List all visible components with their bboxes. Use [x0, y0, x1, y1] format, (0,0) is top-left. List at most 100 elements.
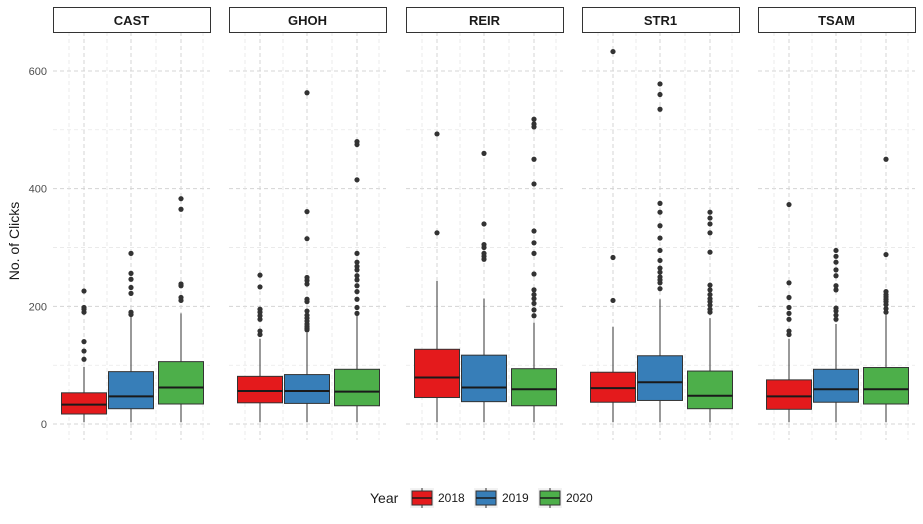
outlier-point: [354, 259, 360, 265]
outlier-point: [354, 296, 360, 302]
outlier-point: [833, 287, 839, 293]
facet-strip: [582, 7, 740, 33]
outlier-point: [833, 283, 839, 289]
legend-label: 2019: [502, 491, 529, 505]
box-body: [414, 348, 460, 399]
y-tick-label: 200: [29, 301, 47, 313]
outlier-point: [81, 339, 87, 345]
outlier-point: [128, 276, 134, 282]
box-body: [284, 374, 330, 404]
outlier-point: [128, 250, 134, 256]
outlier-point: [833, 259, 839, 265]
outlier-point: [883, 289, 889, 295]
outlier-point: [833, 253, 839, 259]
box-body: [687, 370, 733, 410]
outlier-point: [786, 304, 792, 311]
outlier-point: [531, 116, 537, 122]
outlier-point: [354, 273, 360, 279]
outlier-point: [128, 309, 134, 315]
outlier-point: [531, 300, 537, 306]
outlier-point: [531, 291, 537, 298]
facet-strip: [53, 7, 211, 33]
outlier-point: [257, 328, 263, 334]
outlier-point: [81, 288, 87, 294]
outlier-point: [786, 280, 792, 286]
outlier-point: [531, 287, 537, 293]
outlier-point: [657, 209, 663, 215]
outlier-point: [304, 308, 310, 314]
outlier-point: [257, 306, 263, 312]
outlier-point: [883, 251, 889, 258]
legend-item-2018: 2018: [410, 488, 465, 508]
outlier-point: [481, 221, 487, 227]
outlier-point: [304, 90, 310, 96]
outlier-point: [610, 48, 616, 55]
outlier-point: [178, 294, 184, 301]
outlier-point: [883, 306, 889, 312]
outlier-point: [707, 291, 713, 298]
facet-strip: [406, 7, 564, 33]
outlier-point: [610, 297, 616, 304]
box-body: [863, 367, 909, 405]
outlier-point: [354, 177, 360, 183]
facet-strip-label: STR1: [644, 13, 677, 28]
outlier-point: [833, 305, 839, 311]
box-cast-2020: [158, 196, 204, 423]
outlier-point: [178, 281, 184, 287]
outlier-point: [657, 81, 663, 87]
box-body: [461, 354, 507, 403]
outlier-point: [707, 296, 713, 302]
box-ghoh-2020: [334, 139, 380, 423]
box-cast-2018: [61, 288, 107, 423]
box-tsam-2019: [813, 247, 859, 423]
box-reir-2018: [414, 131, 460, 423]
outlier-point: [786, 310, 792, 316]
facet-panel-cast: CAST: [53, 7, 211, 440]
box-reir-2019: [461, 150, 507, 423]
outlier-point: [354, 139, 360, 145]
outlier-point: [786, 294, 792, 301]
outlier-point: [657, 274, 663, 280]
outlier-point: [657, 286, 663, 292]
outlier-point: [531, 240, 537, 246]
outlier-point: [434, 230, 440, 236]
outlier-point: [354, 289, 360, 295]
outlier-point: [707, 282, 713, 288]
outlier-point: [304, 274, 310, 281]
outlier-point: [833, 247, 839, 254]
box-tsam-2018: [766, 201, 812, 423]
outlier-point: [531, 313, 537, 319]
outlier-point: [354, 250, 360, 256]
outlier-point: [883, 156, 889, 162]
facet-strip-label: REIR: [469, 13, 501, 28]
outlier-point: [657, 265, 663, 271]
outlier-point: [531, 228, 537, 234]
legend-item-2019: 2019: [474, 488, 529, 508]
outlier-point: [304, 312, 310, 318]
legend-label: 2020: [566, 491, 593, 505]
outlier-point: [707, 215, 713, 221]
facet-panel-str1: STR1: [582, 7, 740, 440]
outlier-point: [128, 270, 134, 276]
outlier-point: [434, 131, 440, 137]
outlier-point: [833, 316, 839, 322]
outlier-point: [304, 296, 310, 302]
box-body: [766, 379, 812, 410]
outlier-point: [257, 272, 263, 278]
y-axis-title: No. of Clicks: [6, 202, 22, 281]
outlier-point: [707, 287, 713, 293]
box-reir-2020: [511, 116, 557, 423]
outlier-point: [481, 250, 487, 256]
outlier-point: [178, 206, 184, 212]
outlier-point: [304, 209, 310, 215]
box-tsam-2020: [863, 156, 909, 423]
box-str1-2020: [687, 209, 733, 423]
outlier-point: [657, 235, 663, 241]
y-tick-label: 600: [29, 66, 47, 78]
facet-panel-ghoh: GHOH: [229, 7, 387, 440]
outlier-point: [128, 290, 134, 296]
outlier-point: [481, 241, 487, 248]
outlier-point: [833, 267, 839, 273]
outlier-point: [304, 236, 310, 242]
